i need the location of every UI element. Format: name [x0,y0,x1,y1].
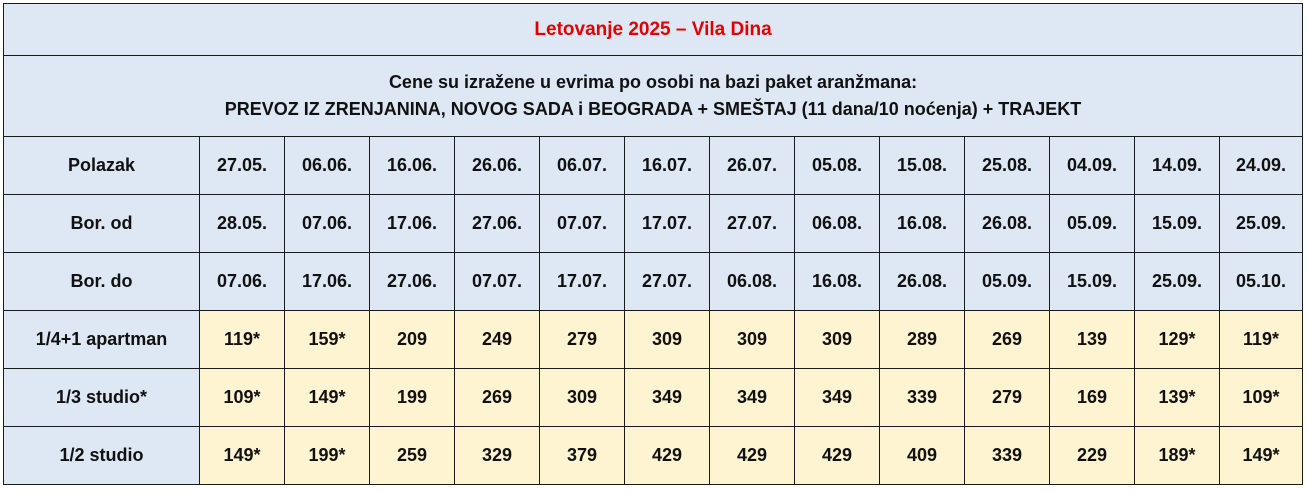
price-cell: 279 [964,368,1050,427]
stay-to-date-cell: 05.10. [1218,252,1304,311]
stay-from-date-cell: 25.09. [1218,194,1304,253]
stay-to-date-cell: 27.07. [624,252,710,311]
departure-date-cell: 15.08. [879,136,965,195]
stay-to-date-cell: 15.09. [1049,252,1135,311]
price-row-2: 1/2 studio 149* 199* 259 329 379 429 429 429 409 3… [3,426,1304,485]
price-cell: 249 [454,310,540,369]
stay-to-date-cell: 05.09. [964,252,1050,311]
price-cell: 199 [369,368,455,427]
table-title: Letovanje 2025 – Vila Dina [2,3,1304,56]
departure-date-cell: 06.07. [539,136,625,195]
departure-date-cell: 16.07. [624,136,710,195]
row-bor-do-label: Bor. do [3,252,200,311]
stay-to-date-cell: 06.08. [709,252,795,311]
price-info-line-1: Cene su izražene u evrima po osobi na ba… [388,72,918,92]
price-info: Cene su izražene u evrima po osobi na ba… [2,55,1304,137]
departure-date-cell: 27.05. [199,136,285,195]
price-cell: 189* [1134,426,1220,485]
stay-from-date-cell: 06.08. [794,194,880,253]
stay-to-date-cell: 16.08. [794,252,880,311]
price-cell: 349 [709,368,795,427]
price-cell: 109* [1218,368,1304,427]
price-cell: 309 [624,310,710,369]
price-cell: 309 [539,368,625,427]
price-row-0: 1/4+1 apartman 119* 159* 209 249 279 309 309 309… [3,310,1304,369]
price-cell: 139 [1049,310,1135,369]
stay-to-date-cell: 26.08. [879,252,965,311]
stay-from-date-cell: 07.06. [284,194,370,253]
price-cell: 149* [199,426,285,485]
stay-from-date-cell: 28.05. [199,194,285,253]
stay-from-date-cell: 16.08. [879,194,965,253]
price-row-2-label: 1/2 studio [3,426,200,485]
price-cell: 119* [199,310,285,369]
departure-date-cell: 04.09. [1049,136,1135,195]
price-cell: 379 [539,426,625,485]
price-cell: 339 [879,368,965,427]
price-cell: 429 [794,426,880,485]
row-polazak: Polazak 27.05. 06.06. 16.06. 26.06. 06.07. 16.… [3,136,1304,195]
price-cell: 229 [1049,426,1135,485]
stay-from-date-cell: 17.06. [369,194,455,253]
stay-from-date-cell: 26.08. [964,194,1050,253]
departure-date-cell: 14.09. [1134,136,1220,195]
price-table: Letovanje 2025 – Vila Dina Cene su izraž… [2,3,1304,485]
departure-date-cell: 16.06. [369,136,455,195]
title-row: Letovanje 2025 – Vila Dina [2,3,1304,56]
price-cell: 129* [1134,310,1220,369]
price-cell: 339 [964,426,1050,485]
stay-to-date-cell: 07.06. [199,252,285,311]
price-cell: 199* [284,426,370,485]
price-cell: 169 [1049,368,1135,427]
stay-from-date-cell: 27.07. [709,194,795,253]
price-cell: 309 [709,310,795,369]
price-cell: 309 [794,310,880,369]
price-cell: 159* [284,310,370,369]
price-cell: 409 [879,426,965,485]
price-cell: 279 [539,310,625,369]
departure-date-cell: 05.08. [794,136,880,195]
stay-from-date-cell: 05.09. [1049,194,1135,253]
price-cell: 149* [1218,426,1304,485]
price-cell: 259 [369,426,455,485]
price-cell: 269 [964,310,1050,369]
stay-from-date-cell: 17.07. [624,194,710,253]
price-cell: 429 [709,426,795,485]
price-cell: 429 [624,426,710,485]
stay-to-date-cell: 25.09. [1134,252,1220,311]
departure-date-cell: 25.08. [964,136,1050,195]
stay-to-date-cell: 17.06. [284,252,370,311]
price-cell: 349 [624,368,710,427]
stay-from-date-cell: 15.09. [1134,194,1220,253]
price-cell: 149* [284,368,370,427]
price-info-line-2: PREVOZ IZ ZRENJANINA, NOVOG SADA i BEOGR… [224,99,1082,119]
stay-from-date-cell: 27.06. [454,194,540,253]
stay-to-date-cell: 17.07. [539,252,625,311]
stay-from-date-cell: 07.07. [539,194,625,253]
price-cell: 269 [454,368,540,427]
row-bor-od-label: Bor. od [3,194,200,253]
price-row-0-label: 1/4+1 apartman [3,310,200,369]
stay-to-date-cell: 07.07. [454,252,540,311]
price-cell: 209 [369,310,455,369]
price-cell: 289 [879,310,965,369]
price-cell: 349 [794,368,880,427]
row-polazak-label: Polazak [3,136,200,195]
price-cell: 329 [454,426,540,485]
stay-to-date-cell: 27.06. [369,252,455,311]
price-cell: 139* [1134,368,1220,427]
departure-date-cell: 24.09. [1218,136,1304,195]
price-cell: 109* [199,368,285,427]
row-bor-do: Bor. do 07.06. 17.06. 27.06. 07.07. 17.07. 27.… [3,252,1304,311]
departure-date-cell: 26.06. [454,136,540,195]
row-bor-od: Bor. od 28.05. 07.06. 17.06. 27.06. 07.07. 17.… [3,194,1304,253]
price-row-1-label: 1/3 studio* [3,368,200,427]
price-row-1: 1/3 studio* 109* 149* 199 269 309 349 349 349 339… [3,368,1304,427]
price-table-container: Letovanje 2025 – Vila Dina Cene su izraž… [2,3,1304,485]
departure-date-cell: 06.06. [284,136,370,195]
price-cell: 119* [1218,310,1304,369]
info-row: Cene su izražene u evrima po osobi na ba… [2,55,1304,137]
departure-date-cell: 26.07. [709,136,795,195]
